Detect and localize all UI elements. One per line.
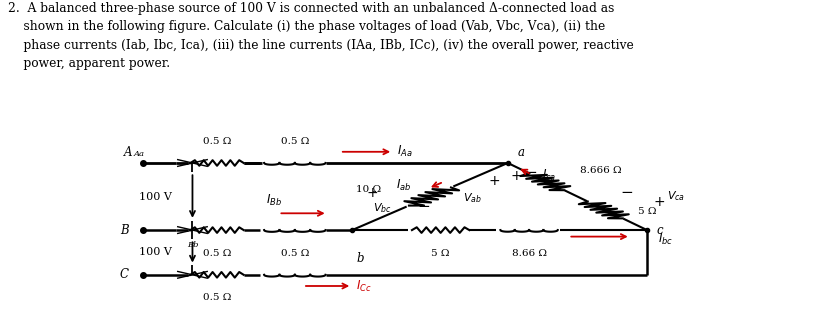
Text: 5 Ω: 5 Ω <box>638 207 657 216</box>
Text: c: c <box>657 224 663 236</box>
Text: +: + <box>367 186 378 200</box>
Text: 8.666 Ω: 8.666 Ω <box>580 166 621 175</box>
Text: C: C <box>120 268 129 281</box>
Text: b: b <box>356 252 364 266</box>
Text: 10 Ω: 10 Ω <box>356 184 381 194</box>
Text: Bb: Bb <box>187 241 198 249</box>
Text: $V_{ab}$: $V_{ab}$ <box>463 192 482 205</box>
Text: −: − <box>620 185 633 200</box>
Text: +: + <box>488 174 500 188</box>
Text: $I_{Aa}$: $I_{Aa}$ <box>397 144 413 159</box>
Text: 0.5 Ω: 0.5 Ω <box>203 249 231 258</box>
Text: Aa: Aa <box>133 150 145 158</box>
Text: 0.5 Ω: 0.5 Ω <box>281 137 309 146</box>
Text: +: + <box>654 195 665 209</box>
Text: 5 Ω: 5 Ω <box>432 249 450 258</box>
Text: $I_{ab}$: $I_{ab}$ <box>396 178 411 193</box>
Text: $V_{ca}$: $V_{ca}$ <box>667 189 685 203</box>
Text: −: − <box>524 165 536 180</box>
Text: 0.5 Ω: 0.5 Ω <box>281 249 309 258</box>
Text: $I_{bc}$: $I_{bc}$ <box>658 232 673 247</box>
Text: $I_{Bb}$: $I_{Bb}$ <box>266 193 283 208</box>
Text: 0.5 Ω: 0.5 Ω <box>203 293 231 302</box>
Text: 0.5 Ω: 0.5 Ω <box>203 137 231 146</box>
Text: a: a <box>518 146 525 159</box>
Text: $I_{Cc}$: $I_{Cc}$ <box>356 279 372 294</box>
Text: A: A <box>124 146 133 159</box>
Text: 100 V: 100 V <box>139 192 172 201</box>
Text: $V_{bc}$: $V_{bc}$ <box>373 201 391 215</box>
Text: 100 V: 100 V <box>139 248 172 257</box>
Text: +: + <box>510 169 522 183</box>
Text: $I_{ca}$: $I_{ca}$ <box>542 167 557 183</box>
Text: 2.  A balanced three-phase source of 100 V is connected with an unbalanced Δ-con: 2. A balanced three-phase source of 100 … <box>8 2 634 70</box>
Text: 8.66 Ω: 8.66 Ω <box>512 249 546 258</box>
Text: −: − <box>417 199 430 214</box>
Text: B: B <box>120 224 129 236</box>
